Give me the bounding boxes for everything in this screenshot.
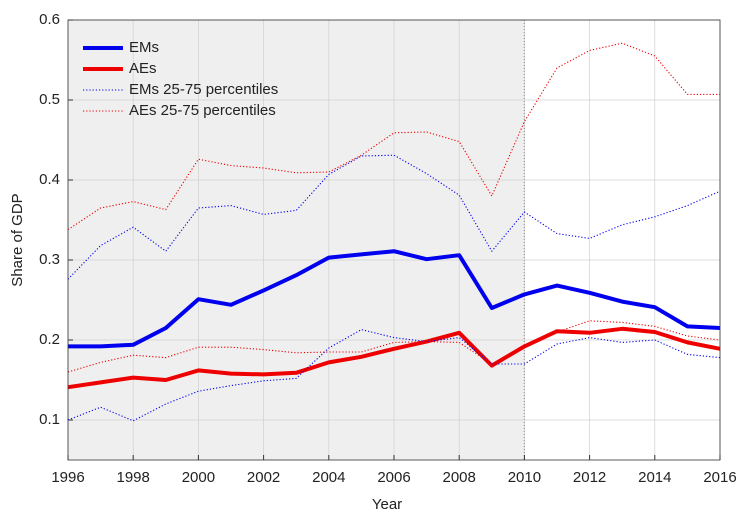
- y-tick-label: 0.4: [39, 171, 60, 188]
- x-tick-label: 1998: [117, 469, 150, 486]
- x-tick-label: 2006: [377, 469, 410, 486]
- x-tick-label: 2004: [312, 469, 345, 486]
- x-tick-label: 1996: [51, 469, 84, 486]
- series-line: [67, 42, 720, 231]
- legend-label: EMs 25-75 percentiles: [129, 81, 278, 98]
- y-tick-label: 0.6: [39, 11, 60, 28]
- x-tick-label: 2014: [638, 469, 671, 486]
- y-tick-label: 0.3: [39, 251, 60, 268]
- y-axis-label: Share of GDP: [9, 193, 26, 286]
- series-line: [68, 249, 721, 349]
- axes-frame: [67, 19, 721, 461]
- series-line: [67, 326, 721, 390]
- x-tick-label: 2002: [247, 469, 280, 486]
- legend-label: AEs: [129, 60, 157, 77]
- x-tick-label: 2008: [443, 469, 476, 486]
- y-tick-label: 0.2: [39, 331, 60, 348]
- x-tick-label: 2000: [182, 469, 215, 486]
- legend-label: AEs 25-75 percentiles: [129, 102, 276, 119]
- series-line: [67, 329, 721, 422]
- x-tick-label: 2012: [573, 469, 606, 486]
- shaded-region: [68, 20, 525, 460]
- x-tick-label: 2016: [703, 469, 736, 486]
- x-tick-label: 2010: [508, 469, 541, 486]
- y-tick-label: 0.5: [39, 91, 60, 108]
- x-axis-label: Year: [372, 496, 402, 513]
- legend-label: EMs: [129, 39, 159, 56]
- y-tick-label: 0.1: [39, 411, 60, 428]
